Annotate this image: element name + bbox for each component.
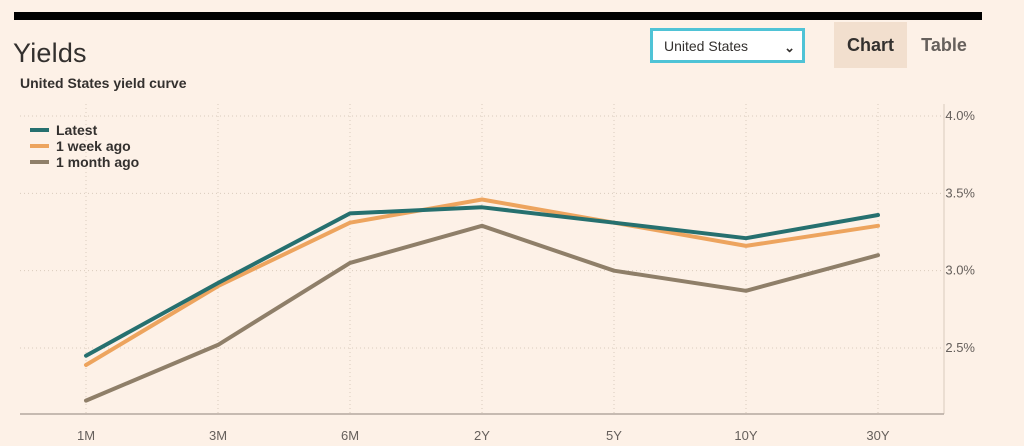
x-tick-label: 3M bbox=[209, 428, 227, 443]
y-tick-label: 3.5% bbox=[945, 185, 975, 200]
country-select[interactable]: United States ⌄ bbox=[650, 28, 805, 63]
legend-label: 1 week ago bbox=[56, 138, 131, 154]
tab-table[interactable]: Table bbox=[921, 34, 967, 55]
series-line-latest bbox=[84, 205, 880, 358]
x-tick-label: 6M bbox=[341, 428, 359, 443]
page-title: Yields bbox=[13, 38, 87, 68]
x-tick-label: 10Y bbox=[734, 428, 757, 443]
view-tabs: Chart Table bbox=[834, 22, 981, 68]
chevron-down-icon: ⌄ bbox=[784, 40, 795, 55]
chart-subtitle: United States yield curve bbox=[20, 75, 187, 91]
legend-label: Latest bbox=[56, 122, 98, 138]
x-tick-label: 5Y bbox=[606, 428, 622, 443]
x-tick-label: 30Y bbox=[866, 428, 889, 443]
legend-label: 1 month ago bbox=[56, 154, 139, 170]
series-line-1-month-ago bbox=[84, 223, 880, 403]
top-rule bbox=[14, 12, 982, 20]
tab-chart[interactable]: Chart bbox=[834, 22, 907, 68]
x-tick-label: 2Y bbox=[474, 428, 490, 443]
y-tick-label: 2.5% bbox=[945, 340, 975, 355]
x-tick-label: 1M bbox=[77, 428, 95, 443]
series-line-1-week-ago bbox=[84, 197, 880, 367]
y-tick-label: 4.0% bbox=[945, 108, 975, 123]
country-select-value: United States bbox=[664, 37, 749, 54]
y-tick-label: 3.0% bbox=[945, 263, 975, 278]
